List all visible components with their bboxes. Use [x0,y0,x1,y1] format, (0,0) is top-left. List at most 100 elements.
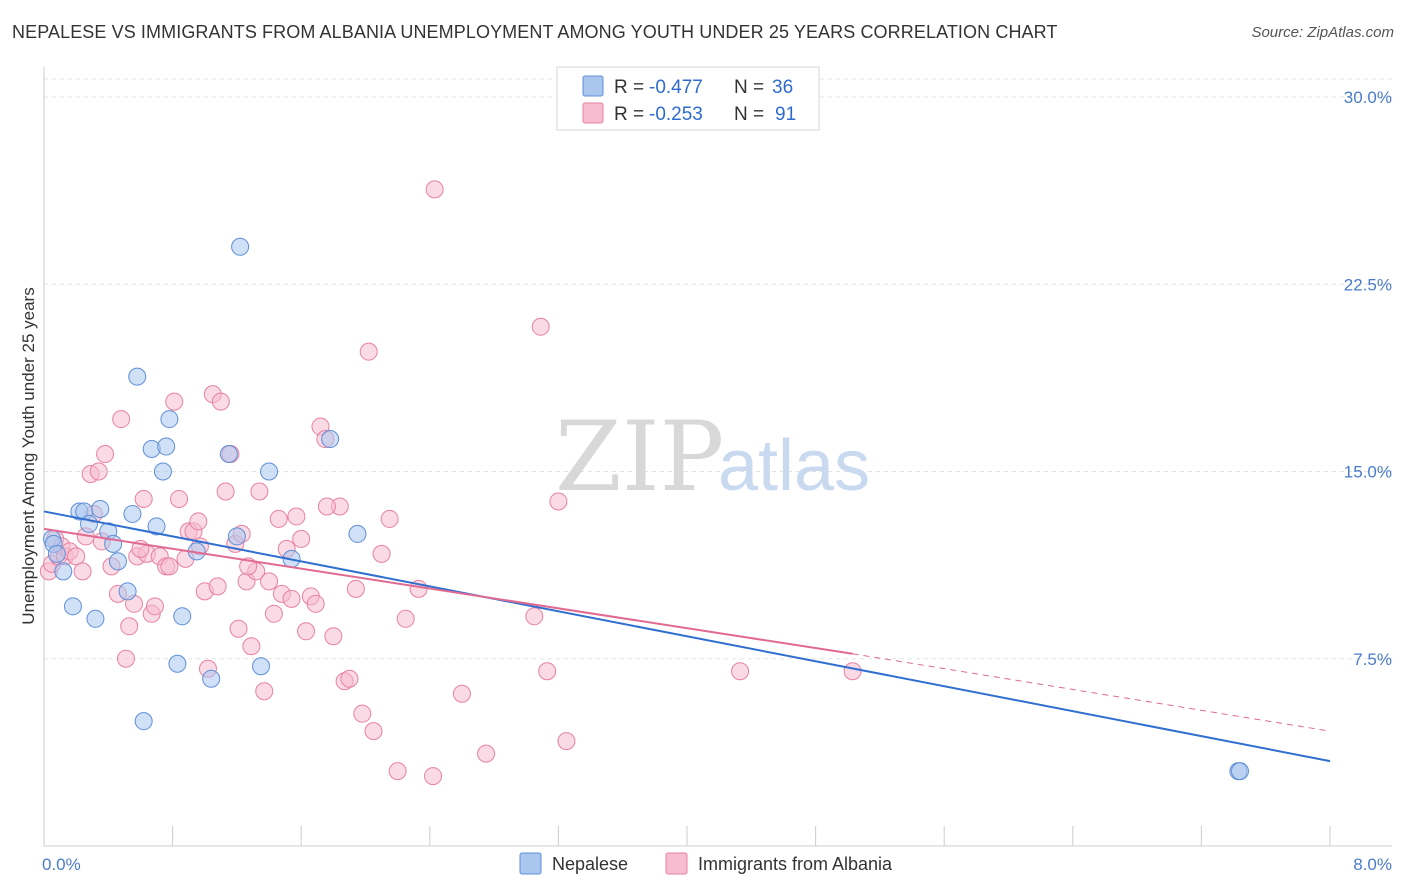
bottom-legend: Nepalese Immigrants from Albania [519,852,893,875]
albania-point [317,497,336,516]
albania-point [165,392,184,411]
y-tick-label: 30.0% [1344,88,1392,107]
nepalese-point [147,517,166,536]
nepalese-point [227,527,246,546]
nepalese-point [173,607,192,626]
nepalese-point [108,552,127,571]
nepalese-point [219,445,238,464]
albania-point [112,410,131,429]
y-tick-label: 7.5% [1353,650,1392,669]
albania-point [324,627,343,646]
nepalese-point [91,499,110,518]
albania-point [525,607,544,626]
albania-point [250,482,269,501]
albania-point [380,509,399,528]
axes-layer: 0.0% 8.0% [42,67,1392,874]
albania-point [538,662,557,681]
albania-point [346,579,365,598]
legend-r-value-2: -0.253 [649,104,703,125]
albania-point [260,572,279,591]
albania-point [340,669,359,688]
albania-point [170,489,189,508]
nepalese-point [80,514,99,533]
albania-point [211,392,230,411]
nepalese-point [160,410,179,429]
nepalese-point [231,237,250,256]
nepalese-point [348,524,367,543]
albania-point [388,762,407,781]
albania-point [424,767,443,786]
albania-point [120,617,139,636]
nepalese-point [54,562,73,581]
legend-r-value-1: -0.477 [649,77,703,98]
trend-layer [43,510,1331,763]
source-label: Source: ZipAtlas.com [1251,24,1394,41]
albania-point [287,507,306,526]
bottom-legend-swatch-albania [665,852,688,875]
albania-point [477,744,496,763]
legend-n-label-2: N = [734,104,764,125]
albania-point [353,704,372,723]
albania-point [216,482,235,501]
x-tick-label-min: 0.0% [42,855,81,874]
legend-swatch-nepalese [582,75,604,97]
nepalese-points [43,237,1249,781]
nepalese-point [86,609,105,628]
albania-point [229,619,248,638]
legend-n-value-2: 91 [775,104,796,125]
albania-points [39,180,862,786]
nepalese-point [118,582,137,601]
albania-point [160,557,179,576]
albania-point [239,557,258,576]
albania-point [134,489,153,508]
bottom-legend-nepalese: Nepalese [552,854,628,874]
albania-point [208,577,227,596]
albania-point [255,682,274,701]
albania-point [269,509,288,528]
legend-swatch-albania [582,102,604,124]
nepalese-trend-line [43,510,1331,763]
albania-point [297,622,316,641]
albania-trend-line [43,527,853,655]
albania-point [372,544,391,563]
albania-point [364,722,383,741]
watermark: ZIP atlas [555,401,870,513]
albania-point [264,604,283,623]
albania-point [843,662,862,681]
nepalese-point [153,462,172,481]
albania-point [116,649,135,668]
albania-point [67,547,86,566]
watermark-zip: ZIP [555,401,724,513]
legend-r-label-2: R = [614,104,644,125]
nepalese-point [1230,762,1249,781]
nepalese-point [168,654,187,673]
albania-point [531,317,550,336]
albania-point [731,662,750,681]
legend-n-label-1: N = [734,77,764,98]
albania-point [452,684,471,703]
albania-trend-line-extension [852,653,1331,732]
albania-point [557,732,576,751]
nepalese-point [202,669,221,688]
albania-point [359,342,378,361]
chart-title: NEPALESE VS IMMIGRANTS FROM ALBANIA UNEM… [12,22,1058,42]
nepalese-point [134,712,153,731]
x-tick-label-max: 8.0% [1353,855,1392,874]
legend-r-label-1: R = [614,77,644,98]
y-tick-label: 22.5% [1344,275,1392,294]
albania-point [549,492,568,511]
nepalese-point [47,544,66,563]
nepalese-point [260,462,279,481]
watermark-atlas: atlas [718,426,870,506]
albania-point [242,637,261,656]
albania-point [145,597,164,616]
y-tick-label: 15.0% [1344,463,1392,482]
albania-point [425,180,444,199]
legend-n-value-1: 36 [772,77,793,98]
albania-point [396,609,415,628]
bottom-legend-swatch-nepalese [519,852,542,875]
albania-point [306,594,325,613]
nepalese-point [252,657,271,676]
y-axis-label: Unemployment Among Youth under 25 years [19,287,38,624]
